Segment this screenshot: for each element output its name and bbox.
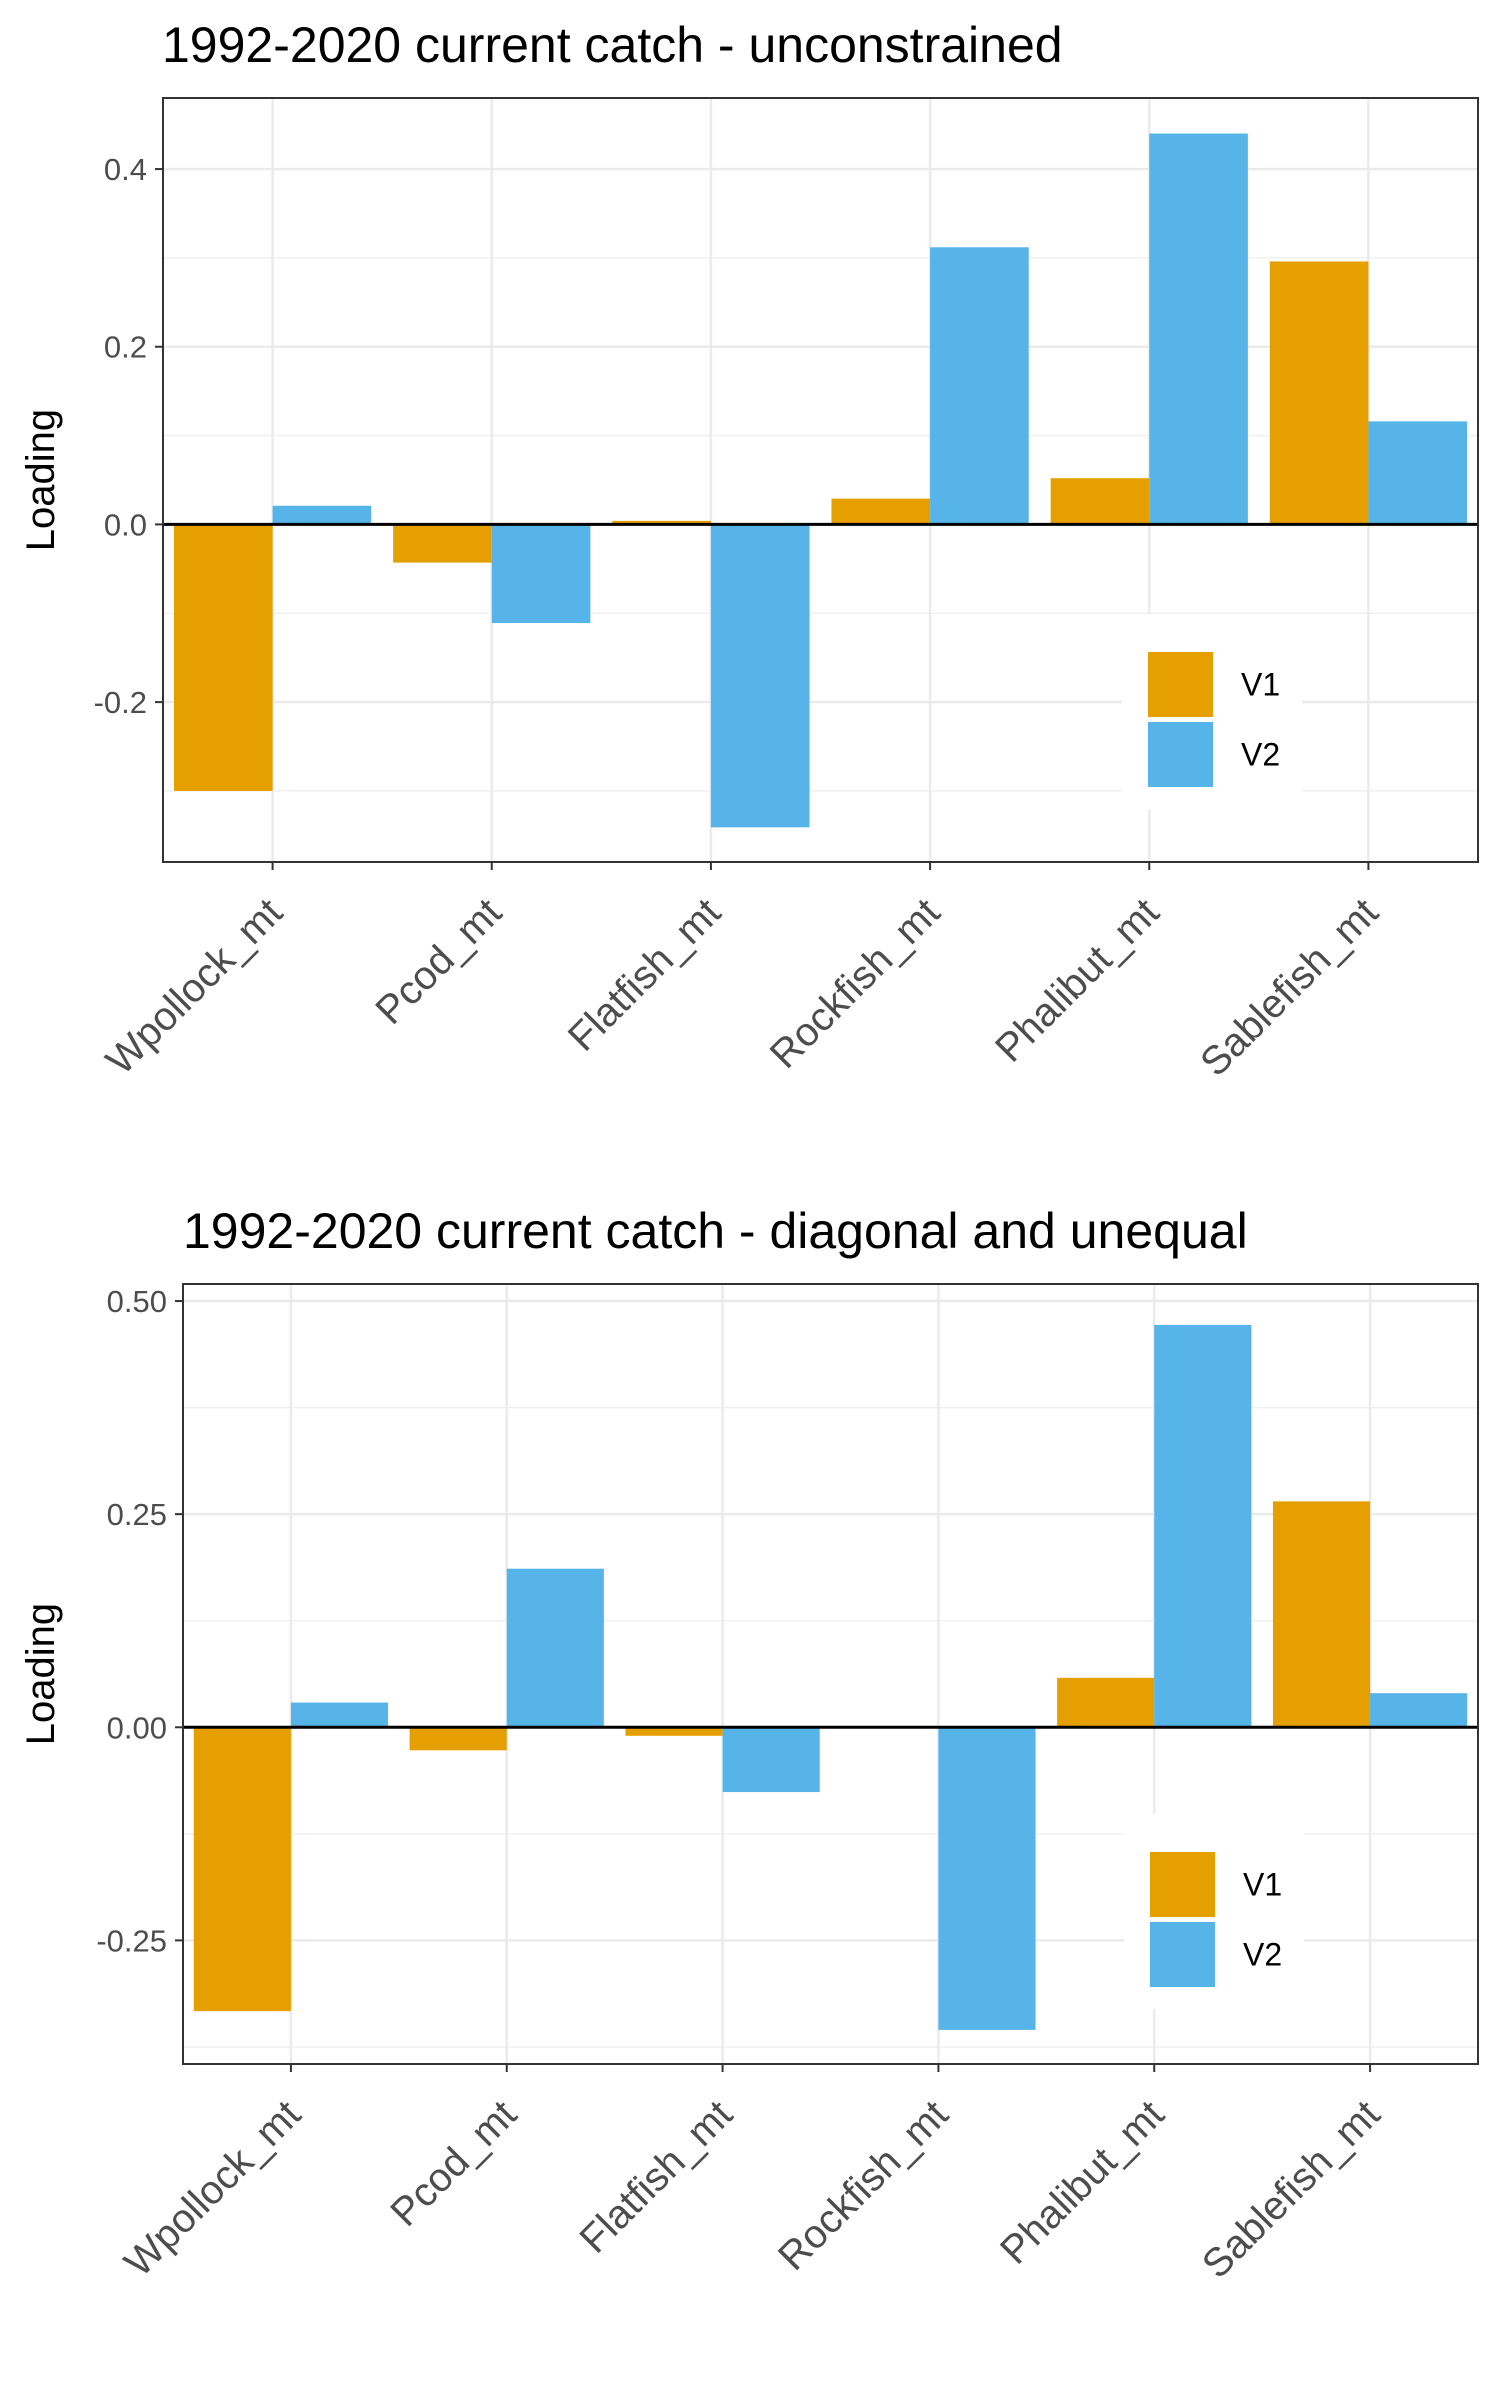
bar-v2-sablefish-mt [1370, 1693, 1468, 1728]
chart-title: 1992-2020 current catch - diagonal and u… [183, 1203, 1248, 1259]
x-tick-label: Phalibut_mt [987, 890, 1167, 1070]
y-axis-title: Loading [19, 1603, 63, 1745]
x-tick-label: Rockfish_mt [770, 2092, 957, 2279]
bar-v1-pcod-mt [409, 1727, 507, 1751]
bar-v2-phalibut-mt [1149, 133, 1248, 525]
bar-v1-sablefish-mt [1269, 261, 1369, 525]
y-tick-label: 0.0 [104, 507, 147, 542]
x-tick-label: Rockfish_mt [762, 890, 949, 1077]
bar-v2-rockfish-mt [930, 247, 1029, 525]
bar-v2-pcod-mt [506, 1568, 604, 1728]
y-tick-label: 0.00 [107, 1710, 167, 1745]
chart-title: 1992-2020 current catch - unconstrained [162, 17, 1063, 73]
panel-border [182, 1283, 1479, 2065]
x-tick-label: Phalibut_mt [992, 2092, 1172, 2272]
x-tick-label: Pcod_mt [382, 2092, 525, 2235]
bar-v2-sablefish-mt [1368, 421, 1468, 525]
legend-key-v2 [1150, 1922, 1215, 1987]
x-tick-label: Flatfish_mt [560, 890, 729, 1059]
chart-unconstrained: 1992-2020 current catch - unconstrained -… [19, 17, 1479, 1085]
x-tick-label: Pcod_mt [367, 890, 510, 1033]
x-tick-label: Sablefish_mt [1194, 2092, 1389, 2287]
y-axis-title: Loading [19, 409, 63, 551]
bar-v2-wpollock-mt [272, 505, 372, 525]
y-tick-label: 0.50 [107, 1284, 167, 1319]
y-tick-label: -0.25 [96, 1923, 167, 1958]
bar-v1-wpollock-mt [193, 1727, 291, 2012]
bar-v1-flatfish-mt [612, 520, 711, 525]
y-tick-label: 0.2 [104, 330, 147, 365]
bar-v1-rockfish-mt [831, 498, 931, 525]
bar-v1-phalibut-mt [1050, 478, 1150, 525]
x-tick-label: Wpollock_mt [98, 890, 291, 1083]
bar-v1-flatfish-mt [625, 1727, 723, 1736]
bar-v1-wpollock-mt [173, 524, 273, 791]
y-tick-label: 0.25 [107, 1497, 167, 1532]
bar-v1-phalibut-mt [1057, 1677, 1155, 1728]
bar-v1-pcod-mt [393, 524, 492, 563]
y-tick-label: 0.4 [104, 152, 147, 187]
bar-v2-wpollock-mt [290, 1702, 389, 1728]
x-tick-label: Wpollock_mt [116, 2092, 309, 2285]
chart-diagonal-unequal: 1992-2020 current catch - diagonal and u… [19, 1203, 1479, 2287]
legend-key-v1 [1150, 1852, 1215, 1917]
y-tick-label: -0.2 [94, 685, 147, 720]
x-tick-label: Sablefish_mt [1192, 890, 1387, 1085]
x-tick-label: Flatfish_mt [572, 2092, 741, 2261]
bar-v2-pcod-mt [491, 524, 591, 624]
bar-v2-rockfish-mt [938, 1727, 1036, 2030]
legend-key-v1 [1148, 652, 1213, 717]
legend-key-v2 [1148, 722, 1213, 787]
legend-label-v1: V1 [1241, 667, 1280, 703]
legend-label-v1: V1 [1243, 1867, 1282, 1903]
bar-v2-flatfish-mt [722, 1727, 820, 1793]
bar-v2-phalibut-mt [1154, 1324, 1252, 1728]
bar-v1-sablefish-mt [1272, 1501, 1371, 1728]
panel-border [162, 97, 1479, 863]
legend-label-v2: V2 [1243, 1937, 1282, 1973]
bar-v2-flatfish-mt [710, 524, 810, 828]
legend-label-v2: V2 [1241, 737, 1280, 773]
